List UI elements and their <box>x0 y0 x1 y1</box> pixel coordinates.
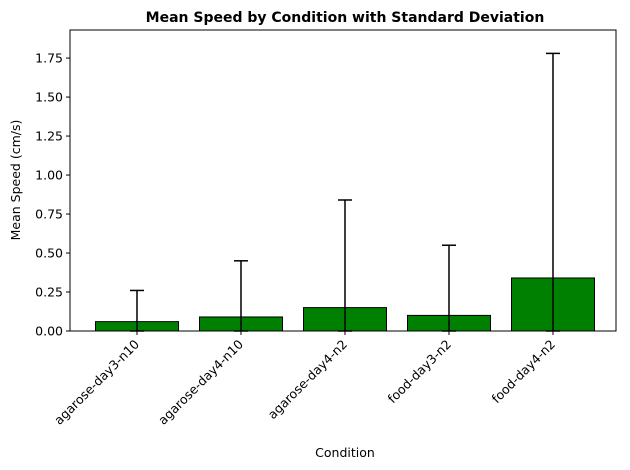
x-axis: agarose-day3-n10 agarose-day4-n10 agarose-… <box>51 331 558 428</box>
chart-title: Mean Speed by Condition with Standard De… <box>146 10 545 26</box>
x-tick-label: agarose-day4-n2 <box>265 337 350 422</box>
y-axis: 0.00 0.25 0.50 0.75 1.00 1.25 1.50 1.75 <box>35 51 70 339</box>
x-tick-label: agarose-day3-n10 <box>51 336 142 427</box>
error-bars-layer <box>130 52 560 332</box>
y-tick-label: 0.50 <box>35 246 63 261</box>
y-tick-label: 1.00 <box>35 168 63 183</box>
y-tick-label: 1.25 <box>35 129 63 144</box>
x-tick-label: agarose-day4-n10 <box>155 336 246 427</box>
plot-frame <box>69 29 617 332</box>
y-axis-label: Mean Speed (cm/s) <box>8 120 23 241</box>
y-tick-label: 1.50 <box>35 90 63 105</box>
y-tick-label: 1.75 <box>35 51 63 66</box>
y-tick-label: 0.25 <box>35 285 63 300</box>
x-tick-label: food-day4-n2 <box>488 337 558 407</box>
y-tick-label: 0.00 <box>35 324 63 339</box>
x-axis-label: Condition <box>315 445 375 460</box>
y-tick-label: 0.75 <box>35 207 63 222</box>
x-tick-label: food-day3-n2 <box>384 337 454 407</box>
